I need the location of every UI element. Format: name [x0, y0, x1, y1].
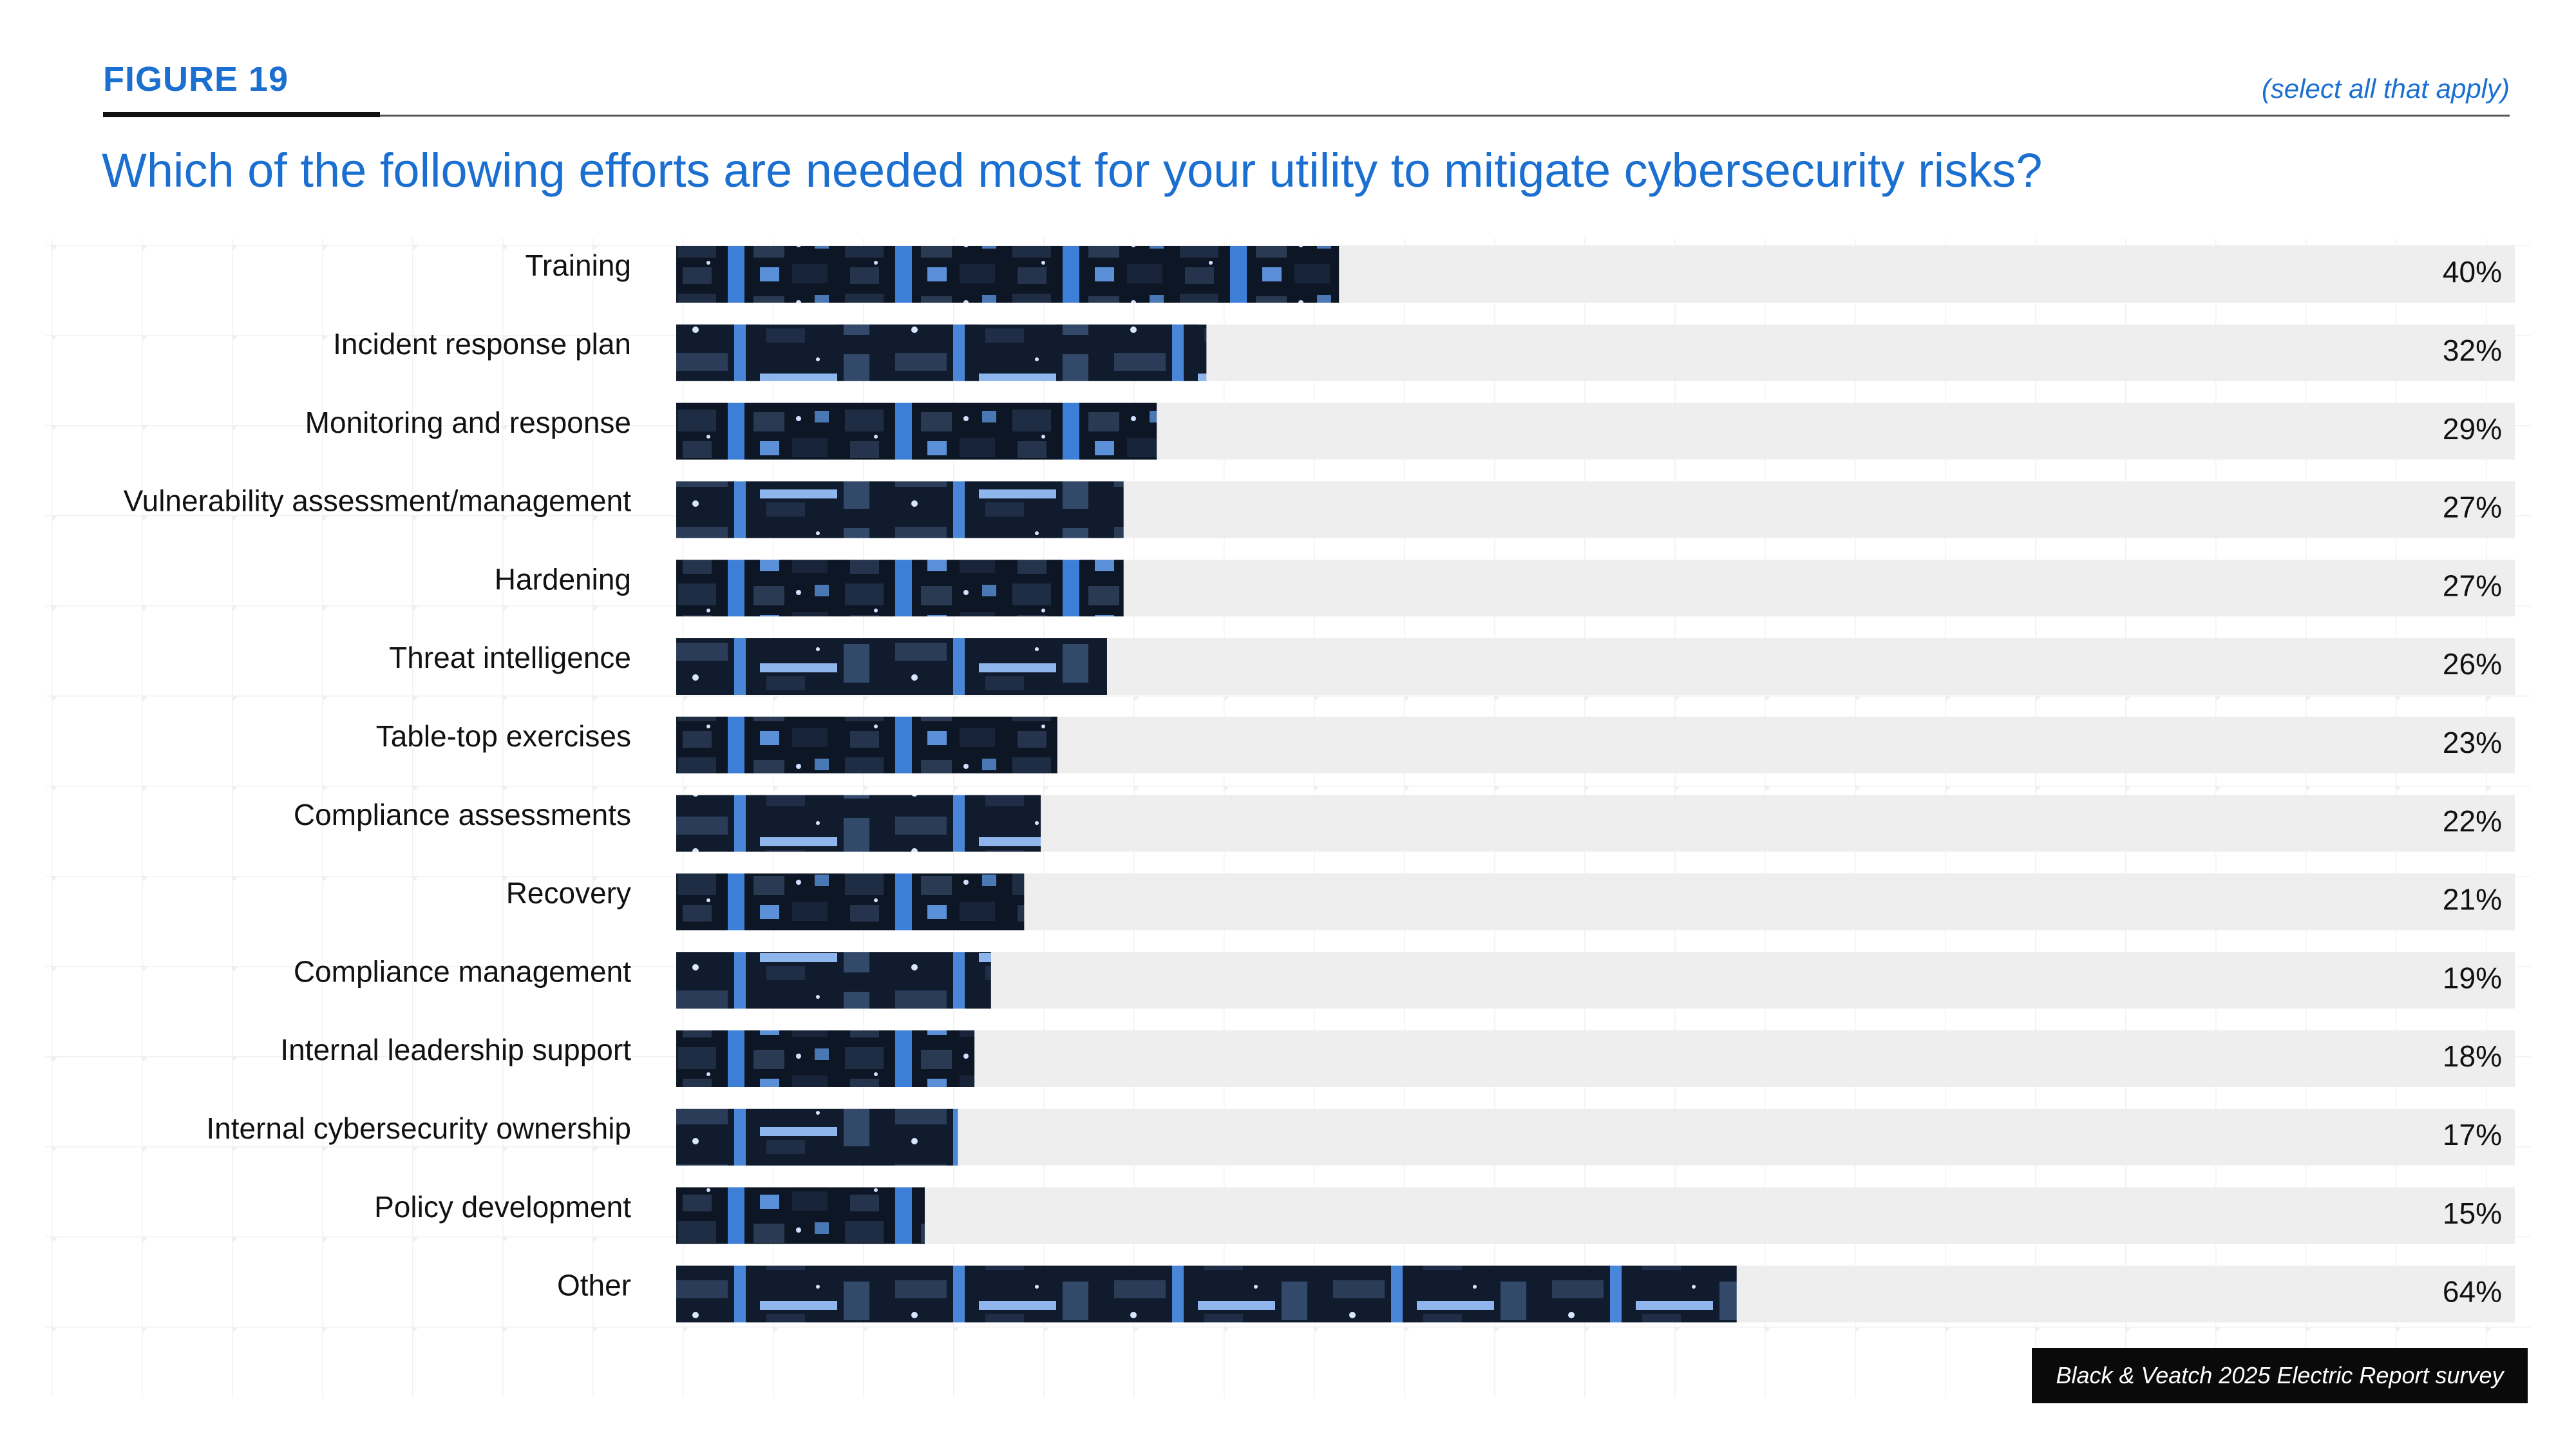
category-label: Policy development — [374, 1190, 631, 1224]
bar — [676, 560, 1124, 617]
category-label: Recovery — [506, 876, 631, 910]
bar — [676, 246, 1340, 303]
data-label: 23% — [2443, 726, 2502, 759]
category-label: Incident response plan — [333, 327, 631, 361]
header-rule — [380, 115, 2510, 117]
category-label: Compliance assessments — [294, 798, 631, 831]
select-note: (select all that apply) — [2261, 73, 2510, 104]
category-label: Training — [526, 249, 631, 282]
figure-underline — [103, 112, 380, 117]
data-label: 27% — [2443, 491, 2502, 524]
bar — [676, 1030, 975, 1087]
data-label: 15% — [2443, 1197, 2502, 1230]
bar — [676, 716, 1057, 773]
bar — [676, 1187, 925, 1244]
source-badge: Black & Veatch 2025 Electric Report surv… — [2032, 1348, 2528, 1403]
figure-label: FIGURE 19 — [103, 60, 289, 99]
data-label: 18% — [2443, 1039, 2502, 1073]
data-label: 19% — [2443, 961, 2502, 994]
bar — [676, 952, 991, 1009]
bars-layer: Training 40% Incident response plan 32% Moni… — [124, 246, 2515, 1323]
bar — [676, 795, 1041, 852]
data-label: 40% — [2443, 255, 2502, 289]
bar — [676, 873, 1025, 931]
data-label: 32% — [2443, 334, 2502, 367]
category-label: Vulnerability assessment/management — [124, 484, 632, 518]
category-label: Table-top exercises — [376, 719, 631, 753]
bar — [676, 638, 1107, 695]
bar — [676, 1108, 958, 1166]
bar-track — [676, 1030, 2515, 1087]
category-label: Other — [557, 1269, 631, 1302]
bar — [676, 324, 1207, 381]
bar — [676, 1265, 1737, 1323]
chart-question-title: Which of the following efforts are neede… — [102, 144, 2043, 197]
category-label: Compliance management — [294, 954, 631, 988]
category-label: Internal leadership support — [280, 1033, 631, 1066]
data-label: 22% — [2443, 804, 2502, 838]
data-label: 27% — [2443, 569, 2502, 602]
data-label: 26% — [2443, 647, 2502, 681]
bar-track — [676, 1108, 2515, 1166]
bar — [676, 481, 1124, 538]
category-label: Hardening — [495, 562, 631, 596]
bar — [676, 402, 1157, 460]
category-label: Threat intelligence — [389, 641, 631, 674]
category-label: Monitoring and response — [305, 406, 631, 439]
data-label: 29% — [2443, 412, 2502, 446]
bar-track — [676, 1187, 2515, 1244]
data-label: 17% — [2443, 1118, 2502, 1151]
data-label: 64% — [2443, 1275, 2502, 1309]
data-label: 21% — [2443, 883, 2502, 916]
category-label: Internal cybersecurity ownership — [206, 1112, 631, 1145]
